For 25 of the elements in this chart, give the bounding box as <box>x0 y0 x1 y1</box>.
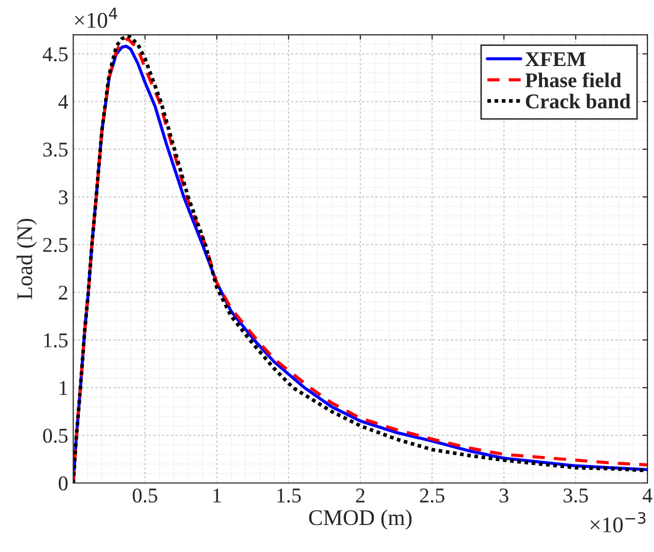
y-tick-label: 0 <box>58 476 68 490</box>
x-tick-label: 0.5 <box>132 488 158 503</box>
y-axis-title: Load (N) <box>16 218 37 300</box>
x-tick-label: 2 <box>356 488 364 502</box>
y-tick-label: 3.5 <box>43 142 68 157</box>
legend-label: Crack band <box>526 94 631 108</box>
y-tick-label: 2 <box>58 286 68 300</box>
legend-label: XFEM <box>525 52 586 66</box>
text: ×10$^{−3}$ <box>590 512 646 532</box>
text: ×10$^{4}$ <box>75 8 118 28</box>
y-tick-label: 1.5 <box>44 333 68 348</box>
y-tick-label: 1 <box>60 381 68 395</box>
x-tick-label: 3 <box>500 488 508 503</box>
x-tick-label: 1.5 <box>277 488 301 503</box>
legend-label: Phase field <box>525 72 622 88</box>
y-tick-label: 4 <box>58 95 68 109</box>
x-axis-title: CMOD (m) <box>309 510 412 530</box>
x-tick-label: 3.5 <box>564 488 588 503</box>
x-tick-label: 2.5 <box>420 488 444 503</box>
y-tick-label: 4.5 <box>42 47 68 62</box>
x-tick-label: 4 <box>642 488 652 502</box>
y-tick-label: 3 <box>58 190 68 204</box>
y-tick-label: 2.5 <box>43 238 68 252</box>
y-tick-label: 0.5 <box>43 428 68 443</box>
x-tick-label: 1 <box>213 488 221 502</box>
